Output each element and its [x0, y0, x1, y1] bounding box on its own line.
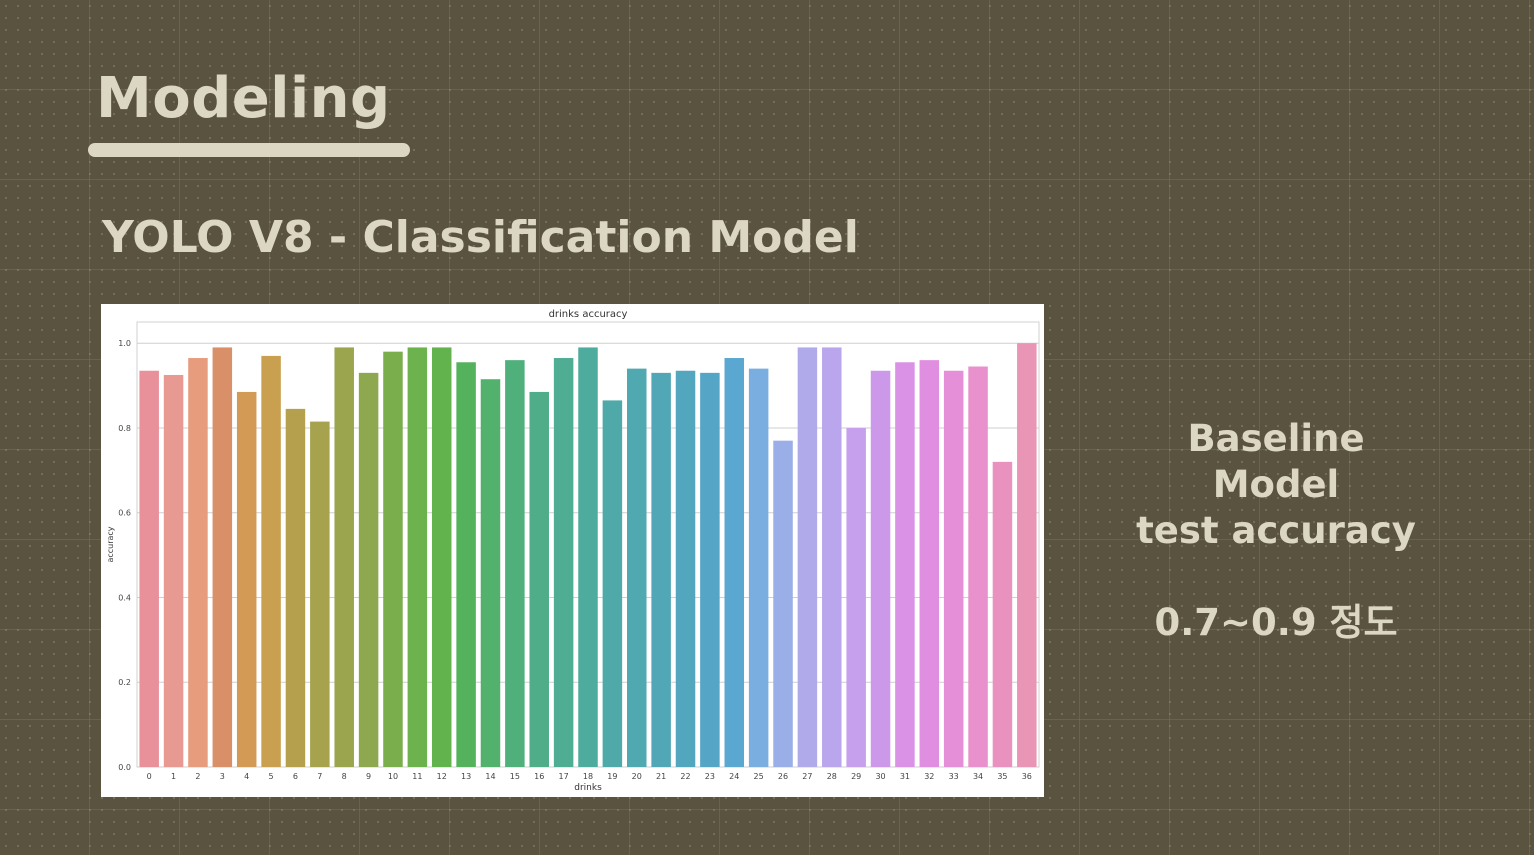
x-tick-label: 30: [875, 772, 885, 781]
x-tick-label: 31: [900, 772, 910, 781]
bar: [870, 370, 891, 767]
y-tick-label: 0.4: [118, 593, 131, 602]
bar: [285, 408, 306, 767]
x-tick-label: 32: [924, 772, 934, 781]
x-tick-label: 34: [973, 772, 983, 781]
bar: [261, 355, 281, 767]
bar: [578, 347, 598, 767]
bar: [139, 370, 159, 767]
title-underline: [88, 143, 410, 157]
x-tick-label: 22: [680, 772, 690, 781]
y-tick-label: 1.0: [118, 339, 131, 348]
x-tick-label: 18: [583, 772, 593, 781]
x-tick-label: 14: [485, 772, 495, 781]
bar: [163, 374, 184, 767]
note-line-baseline: Baseline: [1187, 417, 1365, 460]
bar: [334, 347, 354, 767]
x-tick-label: 28: [827, 772, 837, 781]
bar: [968, 366, 988, 767]
note-line-model: Model: [1212, 463, 1340, 506]
bar: [773, 440, 793, 767]
bar: [505, 360, 525, 767]
chart-image: 0.0 0.2 0.4 0.6 0.8 1.0 0 1 2 3 4 5 6 7 8 9 10 11 12 13 14 15…: [101, 304, 1044, 797]
bar: [895, 362, 915, 767]
x-tick-label: 2: [195, 772, 200, 781]
y-tick-label: 0.6: [118, 509, 131, 518]
x-tick-label: 15: [510, 772, 520, 781]
bar: [188, 358, 208, 767]
note-line-range: 0.7~0.9 정도: [1154, 601, 1398, 644]
bar: [602, 400, 623, 767]
bar-chart: 0.00.20.40.60.81.00 1 2 3 4 5 6 7 8 9 10 11 12 13 14 15…: [106, 309, 1040, 793]
x-tick-label: 21: [656, 772, 666, 781]
x-tick-label: 23: [705, 772, 715, 781]
x-tick-label: 13: [461, 772, 471, 781]
bar: [675, 370, 696, 767]
x-tick-label: 9: [366, 772, 371, 781]
x-tick-label: 7: [317, 772, 322, 781]
x-tick-label: 26: [778, 772, 788, 781]
x-tick-label: 36: [1022, 772, 1032, 781]
bar: [943, 370, 964, 767]
y-tick-label: 0.8: [118, 424, 131, 433]
bar: [651, 372, 671, 767]
x-tick-label: 29: [851, 772, 861, 781]
y-tick-label: 0.2: [118, 678, 131, 687]
x-axis-label: drinks: [574, 783, 602, 793]
bar: [919, 360, 940, 767]
x-tick-label: 16: [534, 772, 544, 781]
x-tick-label: 1: [171, 772, 176, 781]
bar: [627, 368, 647, 767]
x-tick-label: 8: [342, 772, 347, 781]
x-tick-label: 12: [437, 772, 447, 781]
note-line-test-accuracy: test accuracy: [1136, 509, 1416, 552]
bar: [212, 347, 233, 767]
bar: [358, 372, 379, 767]
bar: [431, 347, 452, 767]
bar: [529, 391, 549, 767]
bar: [748, 368, 769, 767]
x-tick-label: 17: [559, 772, 569, 781]
x-tick-label: 3: [220, 772, 225, 781]
x-tick-label: 20: [632, 772, 642, 781]
x-tick-label: 6: [293, 772, 298, 781]
bar: [846, 427, 866, 767]
bar: [724, 358, 745, 767]
slide-title: Modeling: [96, 66, 391, 131]
bar: [992, 461, 1013, 767]
note-spacer: [1100, 554, 1452, 600]
bar: [797, 347, 818, 767]
x-tick-label: 27: [802, 772, 812, 781]
bar: [310, 421, 330, 767]
x-tick-label: 0: [147, 772, 152, 781]
bar: [1017, 343, 1037, 767]
bar: [480, 379, 501, 767]
x-tick-label: 25: [754, 772, 764, 781]
bar: [822, 347, 842, 767]
bar: [700, 372, 720, 767]
x-tick-label: 11: [412, 772, 422, 781]
y-tick-label: 0.0: [118, 763, 131, 772]
x-tick-label: 24: [729, 772, 739, 781]
bar: [383, 351, 403, 767]
x-tick-label: 19: [607, 772, 617, 781]
y-axis-label: accuracy: [106, 526, 115, 562]
bar: [407, 347, 428, 767]
chart-title: drinks accuracy: [549, 309, 628, 320]
x-tick-label: 10: [388, 772, 398, 781]
x-tick-label: 4: [244, 772, 249, 781]
x-tick-label: 35: [997, 772, 1007, 781]
side-note: Baseline Model test accuracy 0.7~0.9 정도: [1100, 416, 1452, 646]
x-tick-label: 5: [269, 772, 274, 781]
bar: [236, 391, 257, 767]
slide-subtitle: YOLO V8 - Classification Model: [102, 212, 859, 263]
bar: [456, 362, 476, 767]
bar: [553, 358, 574, 767]
x-tick-label: 33: [949, 772, 959, 781]
